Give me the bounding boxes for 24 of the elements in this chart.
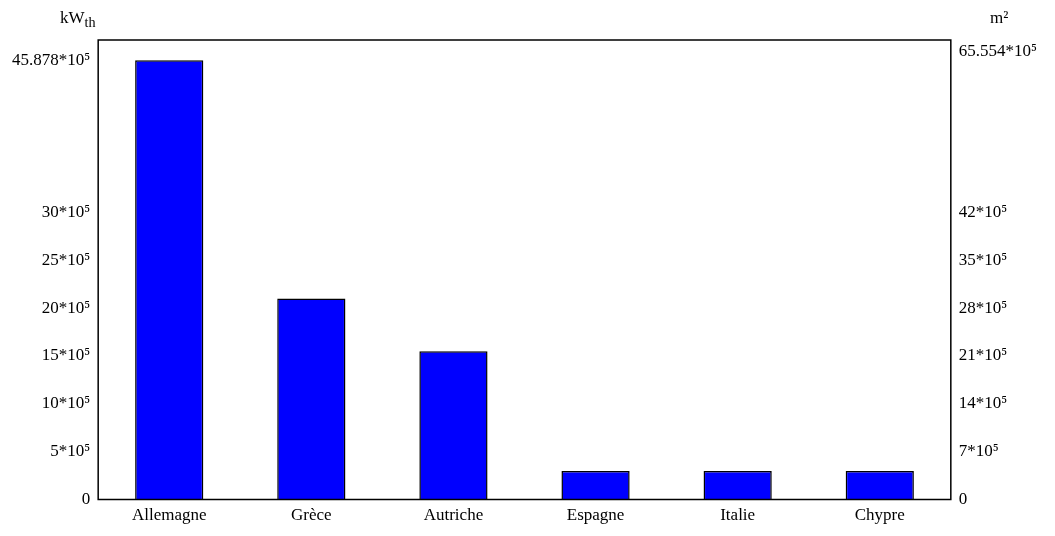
y-tick-label: 45.878*10⁵ — [11, 49, 91, 69]
x-tick-label: Grèce — [291, 505, 332, 525]
y2-tick-label: 42*10⁵ — [958, 201, 1008, 221]
y-tick-label: 0 — [81, 489, 91, 509]
y2-tick-label: 35*10⁵ — [958, 249, 1008, 269]
y2-tick-label: 0 — [958, 489, 968, 509]
x-tick-label: Espagne — [566, 505, 625, 525]
x-tick-label: Italie — [720, 505, 756, 525]
y-tick-label: 5*10⁵ — [50, 441, 91, 461]
y2-tick-label: 65.554*10⁵ — [958, 40, 1038, 60]
y-tick-label: 10*10⁵ — [41, 393, 91, 413]
x-tick-label: Allemagne — [131, 505, 207, 525]
x-tick-label: Autriche — [423, 505, 484, 525]
y-tick-label: 20*10⁵ — [41, 297, 91, 317]
y2-tick-label: 7*10⁵ — [958, 441, 999, 461]
y2-tick-label: 28*10⁵ — [958, 297, 1008, 317]
y-tick-label: 30*10⁵ — [41, 201, 91, 221]
y2-tick-label: 14*10⁵ — [958, 393, 1008, 413]
y-tick-label: 15*10⁵ — [41, 345, 91, 365]
y-axis-title: kW$_{th}$ — [60, 8, 96, 32]
x-tick-label: Chypre — [854, 505, 905, 525]
y2-tick-label: 21*10⁵ — [958, 345, 1008, 365]
y-tick-label: 25*10⁵ — [41, 249, 91, 269]
y2-axis-title: m² — [990, 8, 1009, 28]
